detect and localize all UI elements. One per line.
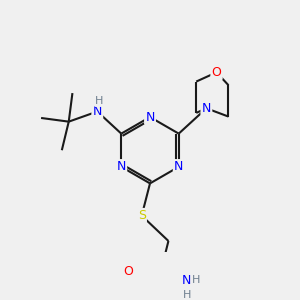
Text: N: N (93, 105, 102, 118)
Text: H: H (95, 96, 103, 106)
Text: H: H (183, 290, 191, 300)
Text: S: S (138, 209, 146, 222)
Text: N: N (202, 102, 211, 115)
Text: H: H (191, 275, 200, 285)
Text: N: N (174, 160, 183, 173)
Text: N: N (117, 160, 126, 173)
Text: N: N (182, 274, 191, 286)
Text: N: N (145, 110, 155, 124)
Text: O: O (212, 66, 221, 79)
Text: O: O (123, 266, 133, 278)
